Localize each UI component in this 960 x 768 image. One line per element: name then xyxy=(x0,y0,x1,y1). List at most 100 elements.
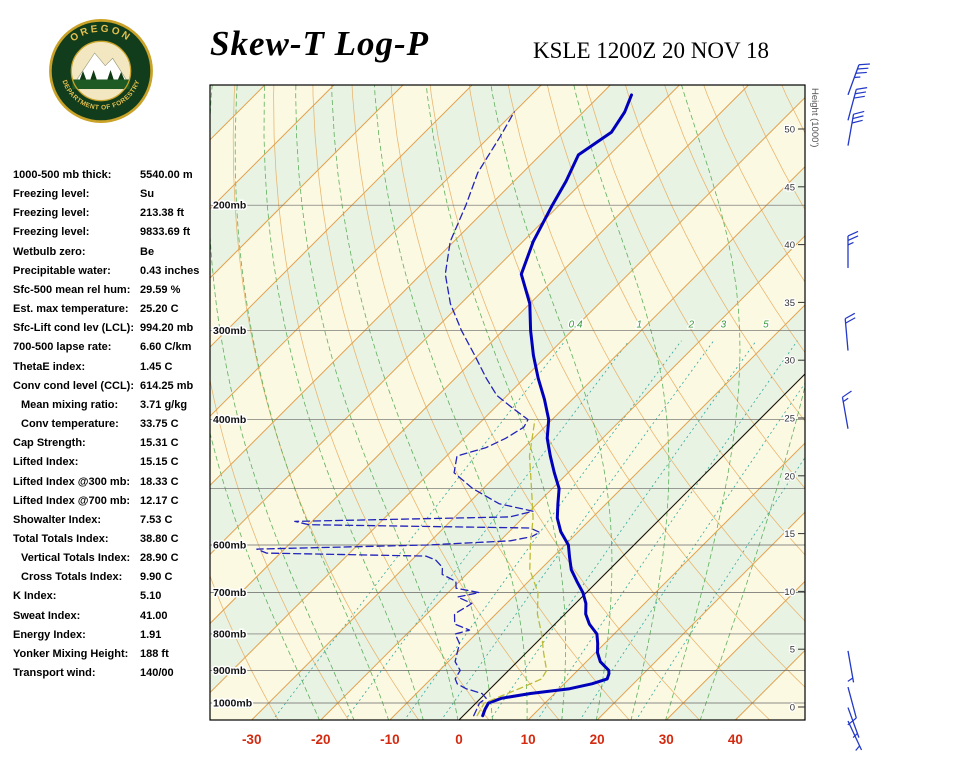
index-label: Cross Totals Index: xyxy=(21,571,123,584)
index-value: 7.53 C xyxy=(140,513,173,526)
index-label: Freezing level: xyxy=(13,207,90,220)
logo-tree-icon xyxy=(117,72,125,80)
index-label: Total Totals Index: xyxy=(13,532,109,545)
index-value: 614.25 mb xyxy=(140,379,194,392)
index-label: Showalter Index: xyxy=(13,513,102,526)
mixing-ratio-label: 0.4 xyxy=(569,319,583,330)
index-label: Sfc-500 mean rel hum: xyxy=(13,283,131,296)
temp-axis-label: 10 xyxy=(521,732,536,747)
index-row: Sfc-Lift cond lev (LCL): 994.20 mb xyxy=(13,319,218,338)
logo-tree-icon xyxy=(90,69,97,80)
index-row: Freezing level: 213.38 ft xyxy=(13,204,218,223)
height-tick-label: 35 xyxy=(784,298,795,309)
index-label: 700-500 lapse rate: xyxy=(13,341,112,354)
index-label: Conv cond level (CCL): xyxy=(13,379,135,392)
index-label: Transport wind: xyxy=(13,667,96,680)
chart-area xyxy=(210,85,805,720)
temp-axis-label: 30 xyxy=(659,732,674,747)
index-label: Sweat Index: xyxy=(13,609,81,622)
index-row: Conv temperature: 33.75 C xyxy=(13,415,218,434)
index-label: 1000-500 mb thick: xyxy=(13,169,112,181)
index-row: Freezing level: Su xyxy=(13,185,218,204)
index-row: Sfc-500 mean rel hum: 29.59 % xyxy=(13,281,218,300)
index-value: 28.90 C xyxy=(140,552,179,565)
temp-axis-label: 40 xyxy=(728,732,743,747)
index-label: Yonker Mixing Height: xyxy=(13,647,129,660)
height-tick-label: 50 xyxy=(784,125,795,136)
pressure-label: 1000mb xyxy=(213,697,252,709)
index-value: Be xyxy=(140,245,155,258)
index-row: Lifted Index @300 mb: 18.33 C xyxy=(13,473,218,492)
index-value: 9.90 C xyxy=(140,571,173,584)
pressure-label: 900mb xyxy=(213,665,246,677)
height-tick-label: 40 xyxy=(784,240,795,251)
index-value: 140/00 xyxy=(140,667,174,680)
index-value: 0.43 inches xyxy=(140,264,200,277)
index-value: 9833.69 ft xyxy=(140,226,191,239)
height-tick-label: 0 xyxy=(790,703,795,714)
index-value: 213.38 ft xyxy=(140,207,185,220)
indices-panel: 1000-500 mb thick: 5540.00 m Freezing leve… xyxy=(13,166,218,683)
logo-tree-icon xyxy=(107,69,114,80)
index-label: Lifted Index: xyxy=(13,456,79,469)
pressure-label: 300mb xyxy=(213,325,246,337)
index-row: 700-500 lapse rate: 6.60 C/km xyxy=(13,338,218,357)
index-label: Precipitable water: xyxy=(13,264,111,277)
pressure-label: 600mb xyxy=(213,539,246,551)
height-axis-label: Height (1000') xyxy=(809,88,820,147)
index-value: 41.00 xyxy=(140,609,168,622)
temp-axis-label: -10 xyxy=(380,732,400,747)
index-value: 38.80 C xyxy=(140,532,179,545)
index-value: 1.91 xyxy=(140,628,162,641)
index-row: 1000-500 mb thick: 5540.00 m xyxy=(13,166,218,185)
index-label: Lifted Index @300 mb: xyxy=(13,475,131,488)
pressure-label: 400mb xyxy=(213,414,246,426)
index-value: 18.33 C xyxy=(140,475,179,488)
index-label: Conv temperature: xyxy=(21,418,119,431)
index-value: 6.60 C/km xyxy=(140,341,192,354)
index-row: Energy Index: 1.91 xyxy=(13,626,218,645)
index-label: Cap Strength: xyxy=(13,437,86,450)
index-value: 15.15 C xyxy=(140,456,179,469)
index-value: 29.59 % xyxy=(140,283,181,296)
temp-axis-label: 20 xyxy=(590,732,605,747)
height-tick-label: 25 xyxy=(784,414,795,425)
height-tick-label: 20 xyxy=(784,471,795,482)
index-row: Cap Strength: 15.31 C xyxy=(13,434,218,453)
temp-axis-label: 0 xyxy=(455,732,463,747)
wind-barb-column xyxy=(841,63,870,751)
height-tick-label: 10 xyxy=(784,587,795,598)
mixing-ratio-label: 3 xyxy=(721,319,727,330)
temp-axis-label: -30 xyxy=(242,732,262,747)
odf-logo: OREGON DEPARTMENT OF FORESTRY xyxy=(49,19,153,123)
index-label: Energy Index: xyxy=(13,628,86,641)
index-value: 1.45 C xyxy=(140,360,173,373)
temperature-trace xyxy=(481,93,633,718)
index-row: Precipitable water: 0.43 inches xyxy=(13,262,218,281)
index-label: Sfc-Lift cond lev (LCL): xyxy=(13,322,134,335)
index-label: ThetaE index: xyxy=(13,360,86,373)
index-row: Sweat Index: 41.00 xyxy=(13,607,218,626)
index-value: 25.20 C xyxy=(140,303,179,316)
index-row: Vertical Totals Index: 28.90 C xyxy=(13,549,218,568)
index-row: Lifted Index @700 mb: 12.17 C xyxy=(13,492,218,511)
height-tick-label: 30 xyxy=(784,356,795,367)
index-row: Cross Totals Index: 9.90 C xyxy=(13,568,218,587)
index-label: Est. max temperature: xyxy=(13,303,129,316)
pressure-label: 200mb xyxy=(213,200,246,212)
index-label: Mean mixing ratio: xyxy=(21,398,119,411)
index-row: Conv cond level (CCL): 614.25 mb xyxy=(13,377,218,396)
index-row: Mean mixing ratio: 3.71 g/kg xyxy=(13,396,218,415)
index-row: Est. max temperature: 25.20 C xyxy=(13,300,218,319)
chart-border xyxy=(209,84,806,721)
pressure-label: 800mb xyxy=(213,628,246,640)
index-row: Wetbulb zero: Be xyxy=(13,243,218,262)
index-row: Lifted Index: 15.15 C xyxy=(13,453,218,472)
page-title: Skew-T Log-P xyxy=(210,24,430,63)
logo-tree-icon xyxy=(79,71,87,80)
index-row: Showalter Index: 7.53 C xyxy=(13,511,218,530)
wetbulb-trace xyxy=(476,418,548,717)
index-row: Total Totals Index: 38.80 C xyxy=(13,530,218,549)
index-row: Freezing level: 9833.69 ft xyxy=(13,223,218,242)
